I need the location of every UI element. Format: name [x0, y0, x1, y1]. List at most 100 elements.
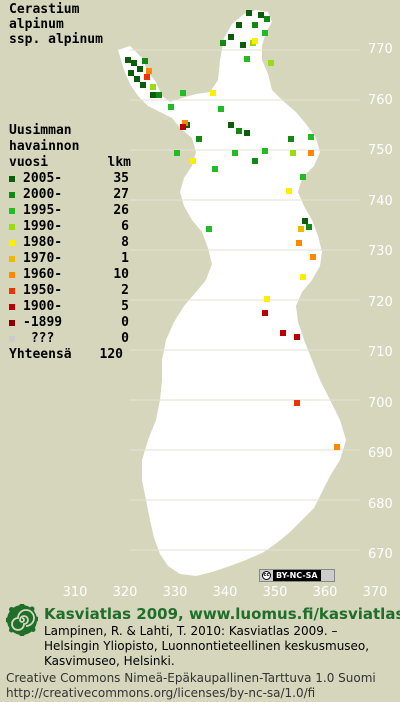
legend-count: 10 — [113, 267, 129, 282]
obs-point — [131, 60, 137, 66]
legend: Uusimman havainnon vuosi lkm 2005- 35 2000… — [9, 123, 131, 363]
legend-swatch — [9, 272, 15, 278]
legend-swatch — [9, 192, 15, 198]
legend-swatch — [9, 288, 15, 294]
citation-line3: Kasvimuseo, Helsinki. — [44, 654, 175, 668]
obs-point — [300, 274, 306, 280]
obs-point — [128, 70, 134, 76]
legend-count: 27 — [113, 187, 129, 202]
obs-point — [294, 334, 300, 340]
obs-point — [232, 150, 238, 156]
legend-swatch — [9, 240, 15, 246]
x-axis-label: 320 — [112, 585, 138, 600]
legend-row: 1970- 1 — [9, 251, 131, 267]
obs-point — [220, 40, 226, 46]
citation-line2: Helsingin Yliopisto, Luonnontieteellinen… — [44, 639, 370, 653]
y-axis-label: 680 — [368, 496, 393, 512]
cc-license-badge[interactable]: cc BY-NC-SA — [259, 569, 335, 582]
x-axis-label: 330 — [162, 585, 188, 600]
y-axis-label: 750 — [368, 143, 393, 158]
obs-point — [262, 148, 268, 154]
obs-point — [286, 188, 292, 194]
legend-row: 1900- 5 — [9, 299, 131, 315]
legend-count: 0 — [121, 331, 129, 346]
obs-point — [264, 16, 270, 22]
y-axis-label: 690 — [368, 446, 393, 461]
obs-point — [180, 124, 186, 130]
legend-head-line1: Uusimman — [9, 123, 72, 138]
kasviatlas-brand-link[interactable]: Kasviatlas 2009, www.luomus.fi/kasviatla… — [44, 605, 400, 623]
citation-line1: Lampinen, R. & Lahti, T. 2010: Kasviatla… — [44, 624, 338, 638]
legend-row: 1995- 26 — [9, 203, 131, 219]
obs-point — [150, 92, 156, 98]
obs-point — [246, 10, 252, 16]
y-axis-label: 770 — [368, 42, 393, 57]
legend-year-label: 1960- — [23, 267, 63, 282]
legend-row: -1899 0 — [9, 315, 131, 331]
x-axis-label: 350 — [262, 585, 288, 600]
obs-point — [244, 56, 250, 62]
legend-swatch — [9, 208, 15, 214]
legend-count: 6 — [121, 219, 129, 234]
x-axis-label: 370 — [362, 585, 388, 600]
species-title-line1: Cerastium — [9, 2, 80, 17]
legend-count: 2 — [121, 283, 129, 298]
obs-point — [334, 444, 340, 450]
obs-point — [252, 38, 258, 44]
y-axis-label: 700 — [368, 395, 393, 411]
legend-row: 1950- 2 — [9, 283, 131, 299]
obs-point — [182, 120, 188, 126]
obs-point — [142, 58, 148, 64]
legend-total-count: 120 — [99, 347, 123, 362]
obs-point — [288, 136, 294, 142]
legend-year-label: 2005- — [23, 171, 63, 186]
obs-point — [210, 90, 216, 96]
legend-head-line2: havainnon — [9, 139, 80, 154]
legend-swatch — [9, 256, 15, 262]
legend-year-label: 1900- — [23, 299, 63, 314]
legend-swatch — [9, 224, 15, 230]
legend-rows: 2005- 35 2000- 27 1995- 26 1990- 6 1980- 8 1970- 1 1… — [9, 171, 131, 347]
license-text: Creative Commons Nimeä-Epäkaupallinen-Ta… — [6, 671, 376, 701]
legend-year-label: ??? — [23, 331, 55, 346]
kasviatlas-spiral-logo-icon — [6, 604, 38, 636]
legend-header: Uusimman havainnon vuosi lkm — [9, 123, 131, 171]
obs-point — [236, 22, 242, 28]
obs-point — [206, 226, 212, 232]
legend-count: 5 — [121, 299, 129, 314]
y-axis-label: 710 — [368, 345, 393, 360]
obs-point — [174, 150, 180, 156]
obs-point — [308, 150, 314, 156]
species-title-line3: ssp. alpinum — [9, 32, 103, 47]
legend-year-label: -1899 — [23, 315, 63, 330]
grid-lines — [130, 49, 360, 551]
obs-point — [244, 130, 250, 136]
y-axis-label: 760 — [368, 92, 393, 108]
legend-count: 1 — [121, 251, 129, 266]
cc-icon: cc — [262, 571, 271, 580]
legend-count: 0 — [121, 315, 129, 330]
obs-point — [298, 226, 304, 232]
obs-point — [294, 400, 300, 406]
y-axis-label: 730 — [368, 244, 393, 259]
obs-point — [280, 330, 286, 336]
legend-total-label: Yhteensä — [9, 347, 72, 362]
legend-swatch — [9, 320, 15, 326]
obs-point — [236, 128, 242, 134]
obs-point — [196, 136, 202, 142]
legend-row: 1960- 10 — [9, 267, 131, 283]
legend-count: 26 — [113, 203, 129, 218]
legend-head-line3: vuosi lkm — [9, 155, 131, 171]
obs-point — [252, 22, 258, 28]
obs-point — [308, 134, 314, 140]
license-url[interactable]: http://creativecommons.org/licenses/by-n… — [6, 686, 316, 700]
legend-year-label: 1950- — [23, 283, 63, 298]
x-axis-label: 360 — [312, 585, 338, 600]
legend-total: Yhteensä 120 — [9, 347, 131, 363]
legend-row: 2000- 27 — [9, 187, 131, 203]
obs-point — [268, 60, 274, 66]
obs-point — [140, 82, 146, 88]
obs-point — [240, 42, 246, 48]
x-axis-label: 310 — [62, 585, 88, 600]
legend-swatch — [9, 336, 15, 342]
